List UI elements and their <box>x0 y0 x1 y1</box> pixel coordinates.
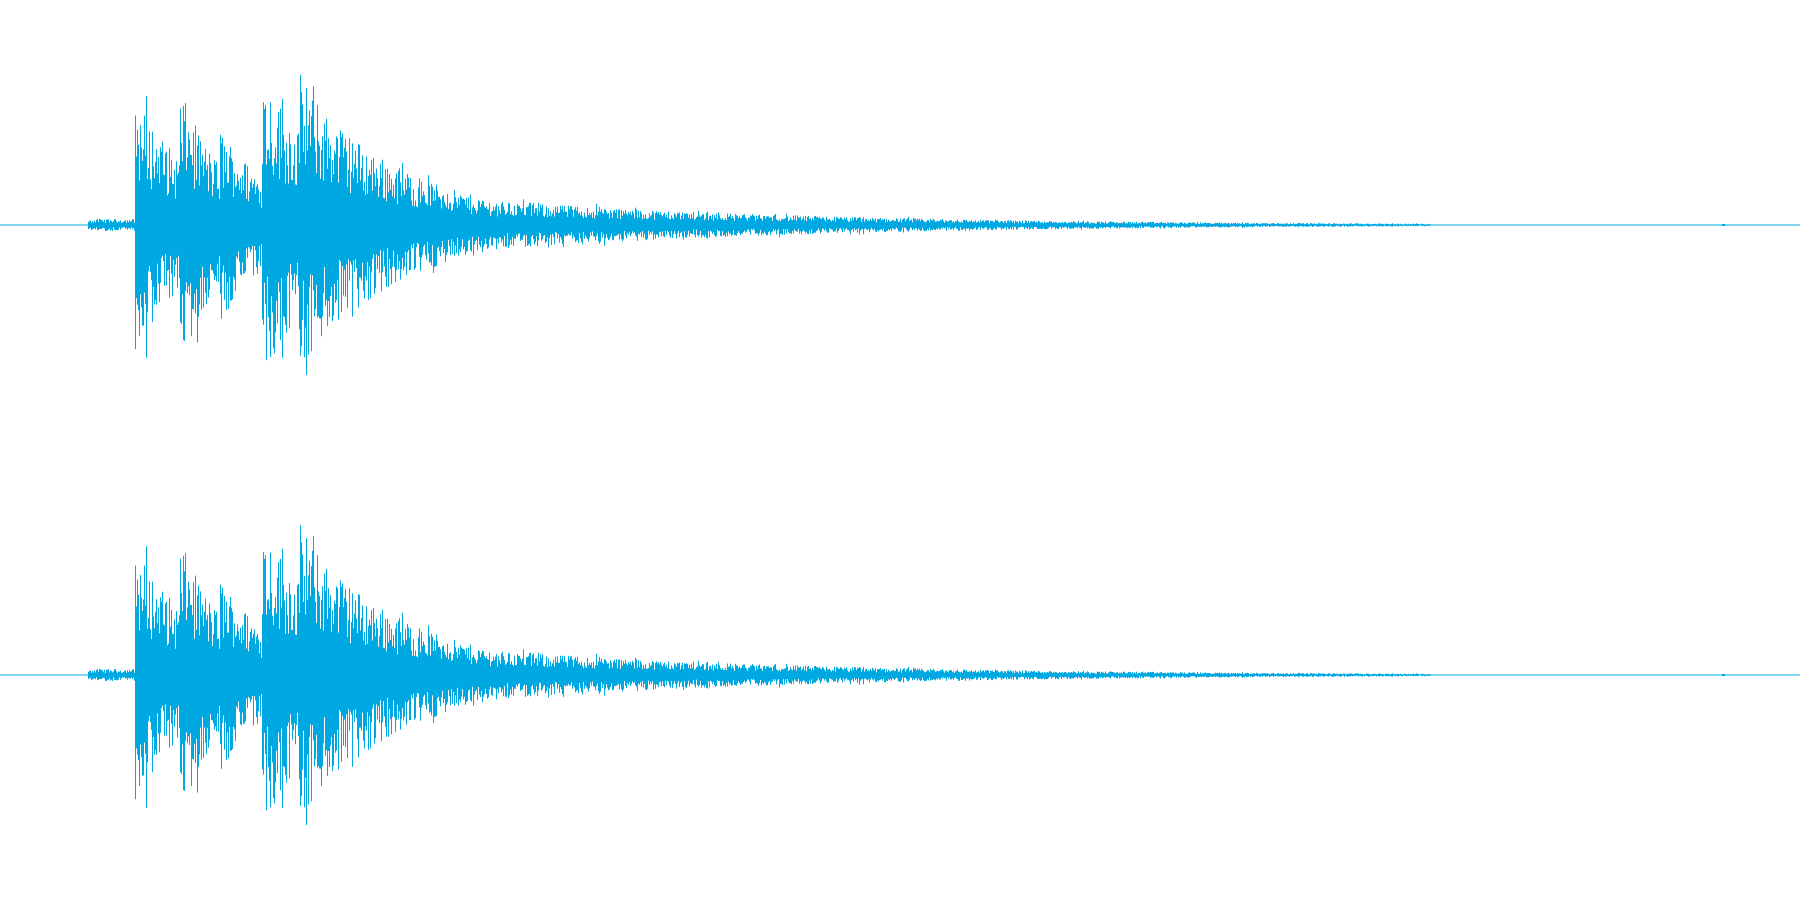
end-marker <box>1722 674 1725 676</box>
channel-right-waveform <box>0 525 1800 825</box>
end-marker <box>1722 224 1725 226</box>
channel-samples <box>88 75 1430 375</box>
channel-left-waveform <box>0 75 1800 375</box>
channel-samples <box>88 525 1430 825</box>
